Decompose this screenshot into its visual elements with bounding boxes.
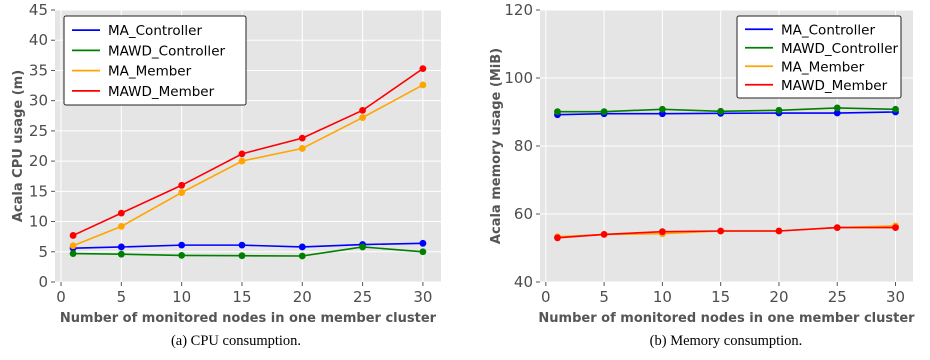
x-tick-label: 15 <box>711 288 730 306</box>
legend-entry: MA_Member <box>781 59 865 75</box>
data-point-mawd-member <box>554 234 561 242</box>
x-tick-label: 0 <box>541 288 551 306</box>
data-point-ma-controller <box>238 241 246 249</box>
chart-memory: 40 60 80 100 120 0 5 10 15 20 25 30 Number of monito… <box>489 1 915 349</box>
chart-cpu: 0 5 10 15 20 25 30 35 40 45 0 5 10 15 20 25 30 Number of … <box>11 1 441 349</box>
y-tick-label: 25 <box>29 122 48 140</box>
data-point-mawd-member <box>117 209 125 217</box>
data-point-ma-controller <box>117 243 125 251</box>
y-tick-label: 45 <box>29 1 48 19</box>
data-point-mawd-member <box>600 231 608 238</box>
data-point-mawd-member <box>359 106 366 114</box>
data-point-ma-member <box>178 189 186 196</box>
legend-entry: MAWD_Member <box>108 84 215 100</box>
x-tick-label: 10 <box>172 288 191 306</box>
data-point-mawd-controller <box>658 105 666 113</box>
data-point-ma-controller <box>419 239 427 247</box>
x-tick-label: 20 <box>769 288 788 306</box>
x-tick-label: 10 <box>653 288 672 306</box>
x-tick-label: 25 <box>353 288 372 306</box>
figure-caption: (b) Memory consumption. <box>650 333 803 349</box>
legend-entry: MAWD_Controller <box>781 41 898 57</box>
y-tick-label: 120 <box>504 1 533 19</box>
data-point-ma-member <box>69 242 77 250</box>
data-point-ma-controller <box>833 109 841 117</box>
data-point-mawd-member <box>69 232 77 239</box>
x-tick-label: 0 <box>56 288 66 306</box>
data-point-mawd-member <box>833 224 841 232</box>
data-point-mawd-controller <box>600 108 608 116</box>
y-tick-label: 60 <box>514 205 533 223</box>
y-tick-label: 15 <box>29 182 48 200</box>
data-point-mawd-controller <box>554 108 561 116</box>
data-point-mawd-member <box>892 224 899 232</box>
data-point-mawd-controller <box>833 104 841 112</box>
x-tick-label: 25 <box>828 288 847 306</box>
y-axis-label: Acala memory usage (MiB) <box>489 48 504 244</box>
data-point-mawd-member <box>775 227 783 235</box>
data-point-mawd-controller <box>178 252 186 259</box>
data-point-mawd-controller <box>717 107 725 115</box>
data-point-mawd-controller <box>359 243 366 251</box>
data-point-ma-member <box>117 222 125 230</box>
data-point-ma-controller <box>178 241 186 249</box>
x-tick-label: 20 <box>293 288 312 306</box>
data-point-mawd-member <box>717 227 725 235</box>
y-tick-label: 20 <box>29 152 48 170</box>
y-tick-label: 40 <box>514 273 533 291</box>
data-point-mawd-controller <box>298 252 306 260</box>
x-tick-label: 5 <box>117 288 127 306</box>
x-tick-label: 30 <box>413 288 432 306</box>
y-tick-label: 0 <box>38 273 48 291</box>
data-point-ma-controller <box>298 243 306 251</box>
y-tick-label: 35 <box>29 61 48 79</box>
y-tick-label: 30 <box>29 92 48 110</box>
legend-entry: MAWD_Controller <box>108 43 225 59</box>
y-tick-label: 10 <box>29 213 48 231</box>
data-point-mawd-member <box>178 181 186 189</box>
legend-entry: MAWD_Member <box>781 78 888 94</box>
y-axis-label: Acala CPU usage (m) <box>11 70 26 222</box>
data-point-mawd-member <box>238 150 246 158</box>
legend-entry: MA_Controller <box>108 23 202 39</box>
data-point-mawd-controller <box>238 252 246 260</box>
x-tick-label: 15 <box>232 288 251 306</box>
data-point-ma-member <box>359 114 366 121</box>
data-point-ma-member <box>298 145 306 152</box>
data-point-mawd-member <box>658 228 666 236</box>
data-point-mawd-member <box>298 134 306 142</box>
x-tick-label: 30 <box>886 288 905 306</box>
x-tick-label: 5 <box>599 288 609 306</box>
legend-entry: MA_Member <box>108 64 192 80</box>
data-point-ma-member <box>419 81 427 89</box>
data-point-mawd-controller <box>892 105 899 113</box>
data-point-mawd-controller <box>419 248 427 256</box>
y-tick-label: 5 <box>38 243 48 261</box>
data-point-mawd-controller <box>117 250 125 258</box>
x-axis-label: Number of monitored nodes in one member … <box>538 311 915 326</box>
x-axis-label: Number of monitored nodes in one member … <box>60 311 437 326</box>
data-point-ma-member <box>238 157 246 165</box>
y-tick-label: 40 <box>29 31 48 49</box>
y-tick-label: 80 <box>514 137 533 155</box>
legend: MA_Controller MAWD_Controller MA_Member MAW… <box>736 15 902 99</box>
data-point-mawd-controller <box>775 106 783 114</box>
legend-box <box>736 15 902 99</box>
y-tick-label: 100 <box>504 69 533 87</box>
data-point-mawd-controller <box>69 250 77 257</box>
legend: MA_Controller MAWD_Controller MA_Member MAW… <box>63 15 247 106</box>
figure-caption: (a) CPU consumption. <box>171 333 301 349</box>
legend-entry: MA_Controller <box>781 22 875 38</box>
data-point-mawd-member <box>419 65 427 73</box>
legend-box <box>63 15 247 106</box>
